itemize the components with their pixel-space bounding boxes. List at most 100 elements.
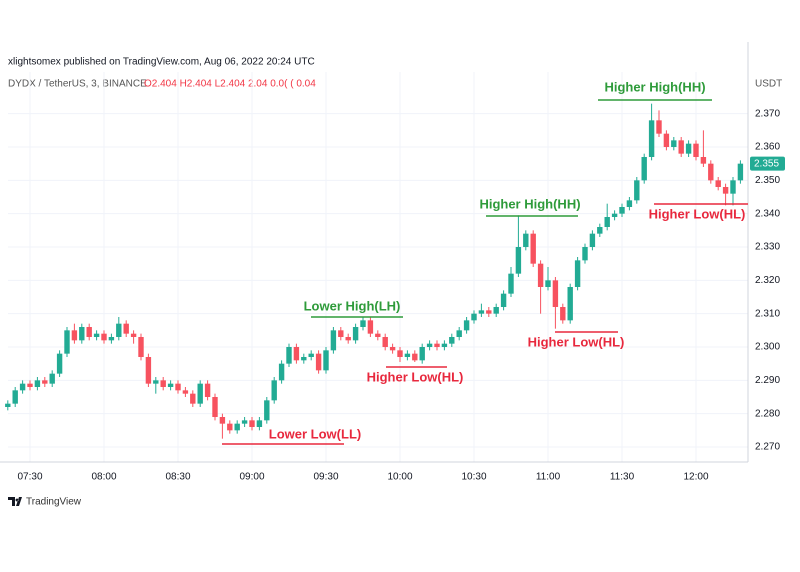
y-tick-label: 2.330 [755, 242, 780, 253]
candle-body [264, 400, 270, 421]
candle-body [34, 380, 41, 387]
candle-body [42, 380, 48, 384]
x-tick-label: 07:30 [17, 472, 42, 483]
candle-body [671, 140, 677, 147]
candle-body [101, 333, 107, 341]
candle-body [160, 380, 166, 387]
candle-body [308, 353, 314, 357]
candle-body [153, 380, 159, 384]
candle-body [204, 383, 211, 397]
x-tick-label: 09:00 [239, 472, 264, 483]
y-tick-label: 2.320 [755, 275, 780, 286]
y-tick-label: 2.270 [755, 442, 780, 453]
candle-body [471, 313, 477, 321]
candle-body [256, 420, 263, 427]
candle-body [589, 233, 596, 247]
candle-body [708, 163, 714, 181]
candle-body [626, 200, 633, 207]
candle-body [293, 347, 300, 361]
candle-body [5, 403, 11, 407]
candle-body [493, 307, 499, 314]
candle-body [86, 327, 92, 337]
candle-body [604, 217, 610, 227]
candle-body [190, 393, 196, 404]
annotation: Higher Low(HL) [649, 206, 746, 221]
candle-body [64, 330, 70, 354]
candle-body [249, 420, 255, 427]
y-tick-label: 2.370 [755, 108, 780, 119]
y-tick-label: 2.340 [755, 208, 780, 219]
candle-body [197, 383, 203, 404]
y-tick-label: 2.300 [755, 342, 780, 353]
x-tick-label: 11:30 [610, 472, 635, 483]
candle-body [552, 280, 559, 307]
candle-body [597, 227, 603, 234]
candle-body [463, 320, 470, 331]
candle-body [693, 143, 699, 157]
ohlc-text: O2.404 H2.404 L2.404 2.04 0.0( ( 0.04 [144, 79, 316, 90]
annotation: Lower Low(LL) [269, 426, 361, 441]
x-tick-label: 08:00 [91, 472, 116, 483]
annotation: Higher Low(HL) [367, 369, 464, 384]
symbol: DYDX / TetherUS, 3, BINANCE [8, 79, 147, 90]
candle-body [278, 363, 285, 381]
annotation: Lower High(LH) [304, 298, 401, 313]
x-tick-label: 09:30 [313, 472, 338, 483]
candle-body [315, 353, 322, 371]
candle-body [71, 330, 78, 341]
candle-body [212, 397, 218, 417]
candle-body [56, 353, 63, 374]
published-line: xlightsomex published on TradingView.com… [8, 57, 315, 68]
candle-body [560, 307, 566, 321]
candle-body [486, 310, 492, 314]
candle-body [227, 423, 233, 431]
candle-body [338, 330, 344, 337]
candle-body [449, 337, 455, 344]
candle-body [130, 333, 137, 337]
candle-body [116, 323, 122, 337]
candle-body [123, 323, 129, 334]
candle-body [182, 390, 189, 394]
candle-body [345, 337, 351, 341]
candle-body [611, 213, 618, 217]
candle-body [456, 330, 462, 337]
candle-body [79, 327, 85, 341]
candle-body [352, 327, 359, 341]
candle-body [286, 347, 292, 364]
candle-body [656, 120, 662, 134]
candle-body [360, 320, 366, 327]
currency: USDT [755, 79, 782, 90]
candle-body [426, 343, 433, 347]
candle-body [412, 353, 418, 361]
y-tick-label: 2.310 [755, 308, 780, 319]
candle-body [12, 390, 18, 404]
candle-body [145, 357, 152, 384]
candle-body [545, 280, 551, 287]
x-tick-label: 11:00 [536, 472, 561, 483]
candle-body [700, 157, 707, 164]
candle-body [515, 247, 522, 274]
y-tick-label: 2.350 [755, 175, 780, 186]
candle-body [619, 207, 625, 214]
candle-body [574, 260, 581, 287]
candle-body [175, 383, 181, 391]
y-tick-label: 2.280 [755, 408, 780, 419]
candle-body [219, 417, 226, 424]
candle-body [730, 180, 736, 194]
candle-body [167, 383, 174, 387]
candle-body [685, 143, 692, 154]
candle-body [271, 380, 277, 401]
candle-body [27, 383, 33, 387]
candle-body [138, 337, 144, 357]
candle-body [434, 343, 440, 347]
x-tick-label: 10:30 [461, 472, 486, 483]
brand-logo [8, 497, 22, 506]
candle-body [663, 133, 670, 147]
candle-body [478, 310, 485, 314]
candle-body [567, 287, 573, 321]
candle-body [722, 187, 729, 194]
candle-body [234, 423, 240, 431]
annotation: Higher High(HH) [604, 79, 705, 94]
annotation: Higher Low(HL) [528, 334, 625, 349]
